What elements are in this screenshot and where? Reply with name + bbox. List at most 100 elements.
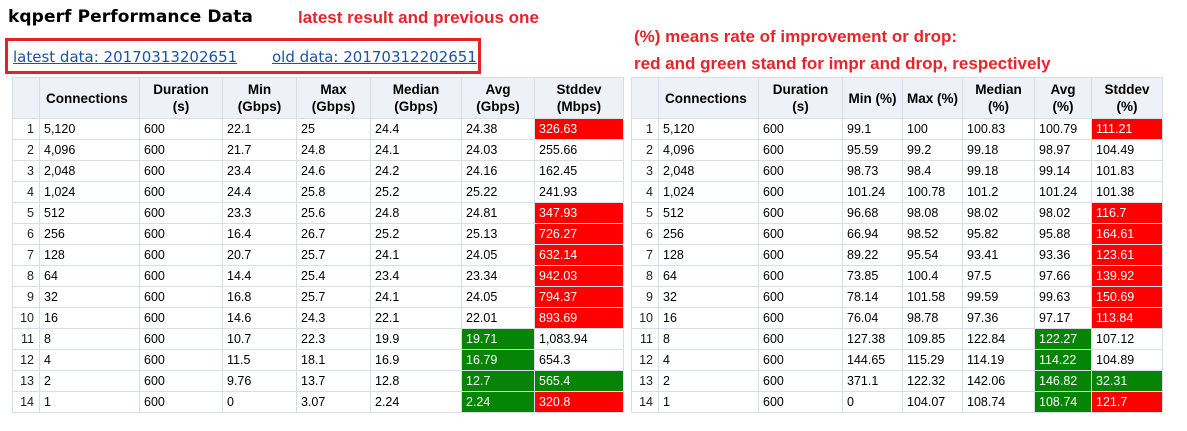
cell-connections: 2,048 [39,160,140,182]
table-row: 1 5,120 600 22.1 25 24.4 24.38 326.63 [12,118,624,140]
cell-connections: 4,096 [39,139,140,161]
cell-max: 98.4 [902,160,963,182]
cell-min: 11.5 [222,349,297,371]
old-data-link[interactable]: old data: 20170312202651 [272,48,477,66]
column-header-max: Max (%) [902,77,963,119]
table-row: 14 1 600 0 104.07 108.74 108.74 121.7 [631,391,1163,413]
cell-row-index: 4 [631,181,659,203]
cell-duration: 600 [139,160,223,182]
cell-min: 9.76 [222,370,297,392]
table-row: 5 512 600 96.68 98.08 98.02 98.02 116.7 [631,202,1163,224]
cell-median: 12.8 [370,370,462,392]
cell-stddev: 113.84 [1091,307,1163,329]
cell-avg: 114.22 [1034,349,1092,371]
cell-min: 98.73 [842,160,903,182]
cell-min: 21.7 [222,139,297,161]
cell-min: 78.14 [842,286,903,308]
cell-min: 371.1 [842,370,903,392]
cell-duration: 600 [758,370,843,392]
table-row: 7 128 600 20.7 25.7 24.1 24.05 632.14 [12,244,624,266]
cell-stddev: 893.69 [534,307,624,329]
cell-min: 22.1 [222,118,297,140]
cell-stddev: 632.14 [534,244,624,266]
cell-avg: 12.7 [461,370,535,392]
cell-connections: 4 [658,349,759,371]
cell-median: 99.18 [962,139,1035,161]
annotation-legend: (%) means rate of improvement or drop: r… [634,23,1051,77]
cell-median: 142.06 [962,370,1035,392]
cell-duration: 600 [139,349,223,371]
table-row: 4 1,024 600 24.4 25.8 25.2 25.22 241.93 [12,181,624,203]
cell-median: 98.02 [962,202,1035,224]
cell-max: 122.32 [902,370,963,392]
cell-connections: 4,096 [658,139,759,161]
cell-duration: 600 [139,223,223,245]
cell-median: 93.41 [962,244,1035,266]
cell-duration: 600 [139,391,223,413]
column-header-duration: Duration (s) [139,77,223,119]
comparison-table: Connections Duration (s) Min (%) Max (%) Med… [631,77,1163,413]
cell-duration: 600 [139,139,223,161]
cell-row-index: 6 [631,223,659,245]
cell-median: 22.1 [370,307,462,329]
cell-stddev: 111.21 [1091,118,1163,140]
cell-max: 100.4 [902,265,963,287]
cell-median: 108.74 [962,391,1035,413]
cell-avg: 99.63 [1034,286,1092,308]
cell-max: 18.1 [296,349,371,371]
cell-duration: 600 [139,307,223,329]
cell-connections: 32 [39,286,140,308]
cell-stddev: 794.37 [534,286,624,308]
cell-stddev: 326.63 [534,118,624,140]
cell-row-index: 4 [12,181,40,203]
cell-median: 99.59 [962,286,1035,308]
cell-avg: 101.24 [1034,181,1092,203]
table-row: 9 32 600 78.14 101.58 99.59 99.63 150.69 [631,286,1163,308]
cell-min: 24.4 [222,181,297,203]
cell-avg: 97.17 [1034,307,1092,329]
table-row: 11 8 600 10.7 22.3 19.9 19.71 1,083.94 [12,328,624,350]
table-row: 8 64 600 73.85 100.4 97.5 97.66 139.92 [631,265,1163,287]
cell-avg: 99.14 [1034,160,1092,182]
table-row: 3 2,048 600 98.73 98.4 99.18 99.14 101.83 [631,160,1163,182]
latest-data-link[interactable]: latest data: 20170313202651 [13,48,238,66]
cell-max: 115.29 [902,349,963,371]
cell-max: 25.4 [296,265,371,287]
cell-avg: 25.22 [461,181,535,203]
cell-stddev: 116.7 [1091,202,1163,224]
cell-connections: 8 [658,328,759,350]
cell-median: 122.84 [962,328,1035,350]
table-row: 4 1,024 600 101.24 100.78 101.2 101.24 101.38 [631,181,1163,203]
cell-max: 109.85 [902,328,963,350]
cell-min: 101.24 [842,181,903,203]
cell-connections: 16 [39,307,140,329]
table-row: 9 32 600 16.8 25.7 24.1 24.05 794.37 [12,286,624,308]
cell-median: 97.36 [962,307,1035,329]
table-row: 2 4,096 600 21.7 24.8 24.1 24.03 255.66 [12,139,624,161]
cell-min: 66.94 [842,223,903,245]
cell-min: 95.59 [842,139,903,161]
cell-connections: 256 [39,223,140,245]
cell-stddev: 1,083.94 [534,328,624,350]
cell-stddev: 241.93 [534,181,624,203]
cell-connections: 2 [658,370,759,392]
cell-median: 100.83 [962,118,1035,140]
cell-avg: 2.24 [461,391,535,413]
cell-duration: 600 [758,139,843,161]
column-header-max: Max (Gbps) [296,77,371,119]
cell-max: 24.8 [296,139,371,161]
cell-median: 24.8 [370,202,462,224]
table-row: 12 4 600 144.65 115.29 114.19 114.22 104.89 [631,349,1163,371]
cell-max: 98.08 [902,202,963,224]
cell-connections: 128 [39,244,140,266]
cell-median: 97.5 [962,265,1035,287]
column-header-stddev: Stddev (Mbps) [534,77,624,119]
cell-stddev: 32.31 [1091,370,1163,392]
cell-duration: 600 [758,391,843,413]
table-row: 7 128 600 89.22 95.54 93.41 93.36 123.61 [631,244,1163,266]
cell-connections: 2,048 [658,160,759,182]
cell-row-index: 1 [12,118,40,140]
cell-duration: 600 [758,307,843,329]
cell-stddev: 139.92 [1091,265,1163,287]
cell-stddev: 107.12 [1091,328,1163,350]
